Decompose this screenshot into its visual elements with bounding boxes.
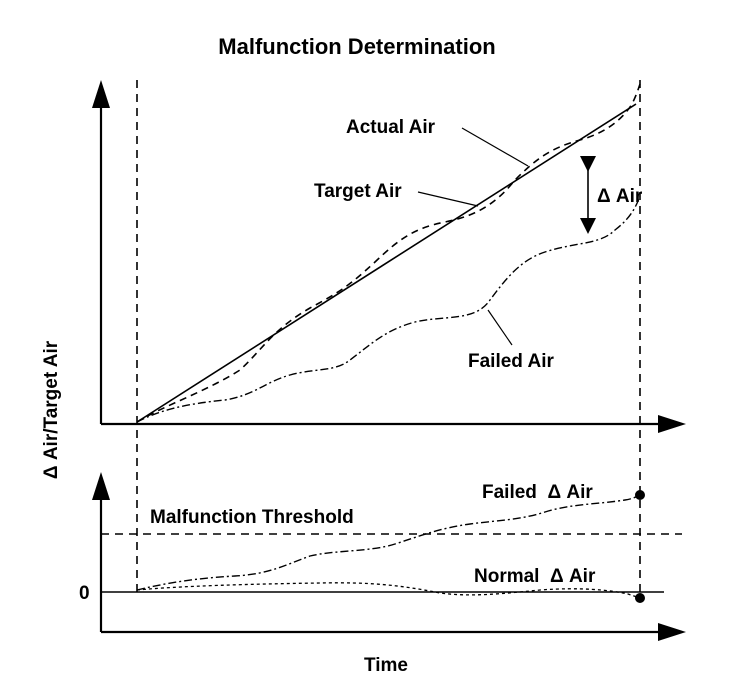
actual-air-leader	[461, 127, 529, 167]
actual-air-curve	[136, 83, 641, 423]
failed-air-label: Failed Air	[468, 351, 554, 372]
zero-tick-label: 0	[79, 583, 90, 604]
target-air-label: Target Air	[314, 181, 402, 202]
target-air-leader	[417, 191, 479, 207]
upper-y-axis-arrow	[92, 80, 110, 108]
failed-air-curve	[136, 195, 641, 423]
failed-air-leader	[487, 309, 513, 346]
failed-delta-air-endpoint	[635, 490, 645, 500]
normal-delta-air-endpoint	[635, 593, 645, 603]
y-axis-label: Δ Air/Target Air	[41, 340, 62, 479]
normal-delta-air-curve	[136, 582, 641, 599]
malfunction-threshold-label: Malfunction Threshold	[150, 507, 354, 528]
target-air-line	[136, 103, 637, 423]
upper-x-axis-arrow	[658, 415, 686, 433]
delta-air-label: Δ Air	[597, 186, 643, 207]
lower-x-axis-arrow	[658, 623, 686, 641]
diagram-title: Malfunction Determination	[218, 34, 495, 59]
failed-delta-air-curve	[136, 494, 641, 591]
failed-delta-air-label: Failed Δ Air	[482, 482, 593, 503]
normal-delta-air-label: Normal Δ Air	[474, 566, 596, 587]
actual-air-label: Actual Air	[346, 117, 436, 138]
lower-y-axis-arrow	[92, 472, 110, 500]
x-axis-label: Time	[364, 655, 408, 676]
